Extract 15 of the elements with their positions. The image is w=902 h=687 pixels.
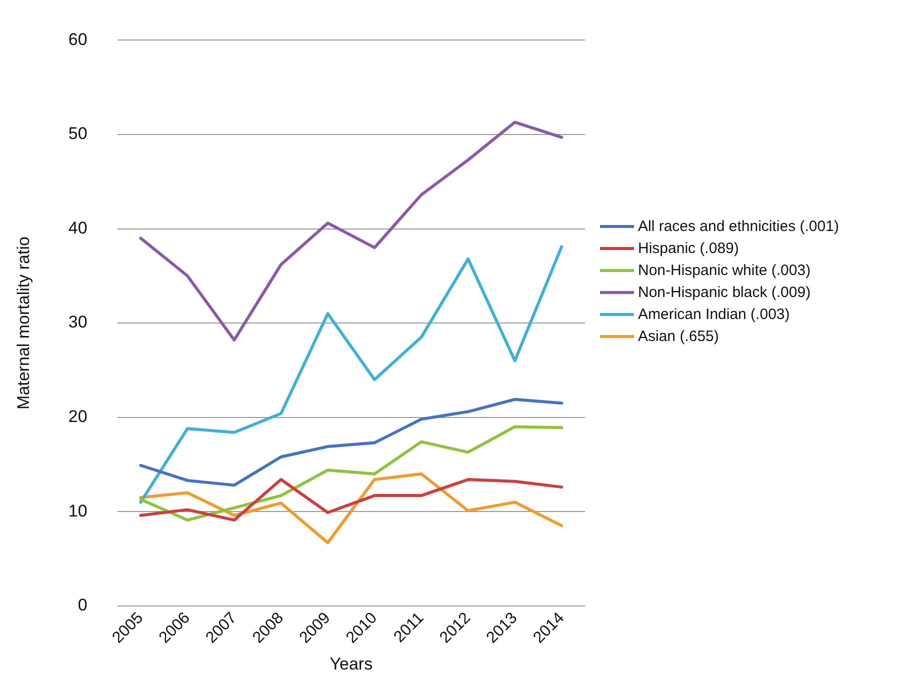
y-tick-label: 60 xyxy=(68,30,88,49)
y-tick-label: 50 xyxy=(68,124,88,144)
legend-label: Asian (.655) xyxy=(638,328,719,344)
y-tick-label: 30 xyxy=(68,312,88,332)
y-tick-label: 20 xyxy=(68,406,88,426)
y-axis-title: Maternal mortality ratio xyxy=(14,236,33,410)
legend-label: Non-Hispanic black (.009) xyxy=(638,284,811,300)
legend-label: All races and ethnicities (.001) xyxy=(638,218,839,234)
y-tick-label: 10 xyxy=(68,501,88,520)
y-tick-label: 0 xyxy=(78,596,88,615)
legend-label: American Indian (.003) xyxy=(638,306,790,322)
x-axis-title: Years xyxy=(330,654,373,674)
y-tick-label: 40 xyxy=(68,218,88,238)
legend-label: Non-Hispanic white (.003) xyxy=(638,262,811,278)
legend-label: Hispanic (.089) xyxy=(638,240,739,256)
